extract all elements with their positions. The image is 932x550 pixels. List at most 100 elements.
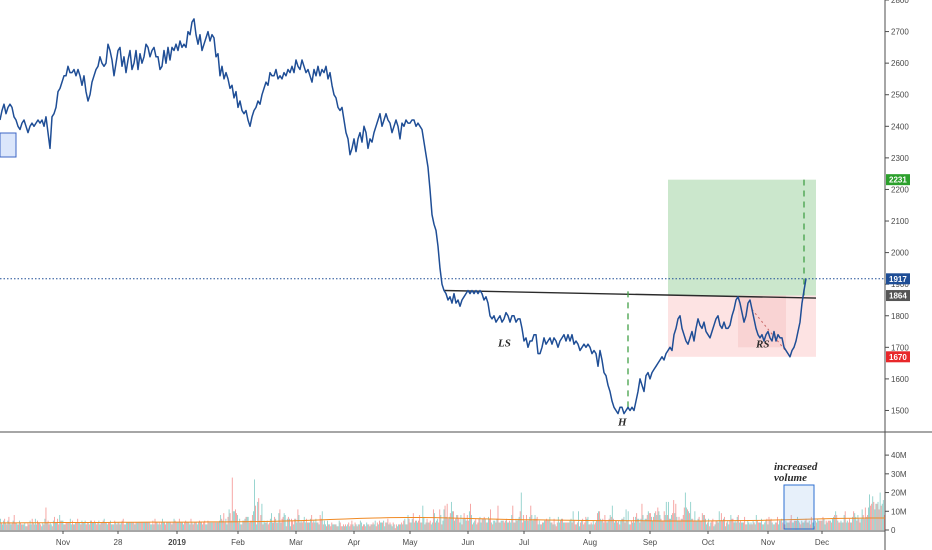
volume-bar xyxy=(303,516,305,530)
volume-bar xyxy=(674,513,676,530)
volume-bar xyxy=(456,515,458,530)
volume-bar xyxy=(678,516,680,530)
volume-bar xyxy=(661,520,663,530)
volume-bar xyxy=(419,515,421,530)
price-badge-label: 2231 xyxy=(889,176,907,185)
volume-bar xyxy=(292,520,294,530)
volume-bar xyxy=(792,522,794,530)
volume-bar xyxy=(193,522,195,530)
volume-bar xyxy=(44,518,46,530)
volume-bar xyxy=(275,518,277,530)
volume-bar xyxy=(33,524,35,530)
volume-bar xyxy=(683,507,685,530)
volume-bar xyxy=(120,522,122,530)
volume-bar xyxy=(272,522,273,530)
volume-bar xyxy=(134,524,136,530)
time-tick-label: May xyxy=(402,538,417,547)
volume-bar xyxy=(788,522,790,530)
volume-bar xyxy=(529,516,531,530)
volume-bar xyxy=(268,522,270,530)
volume-bar xyxy=(804,520,806,530)
volume-bar xyxy=(390,524,392,530)
volume-bar xyxy=(779,520,780,530)
volume-bar xyxy=(480,522,482,530)
volume-bar xyxy=(834,515,836,530)
volume-bar xyxy=(7,520,9,530)
volume-bar xyxy=(257,501,259,530)
volume-bar xyxy=(878,509,880,530)
volume-bar xyxy=(405,524,407,530)
volume-bar xyxy=(855,516,857,530)
volume-bar xyxy=(429,520,431,530)
volume-bar xyxy=(335,524,337,530)
volume-bar xyxy=(401,522,403,530)
volume-bar xyxy=(625,509,627,530)
volume-bar xyxy=(492,524,494,530)
volume-bar xyxy=(777,516,778,530)
volume-bar xyxy=(575,524,577,530)
volume-bar xyxy=(532,520,534,530)
volume-bar xyxy=(341,526,343,530)
volume-bar xyxy=(805,518,807,530)
volume-bar xyxy=(194,522,196,530)
volume-bar xyxy=(82,522,84,530)
volume-bar xyxy=(60,520,62,530)
volume-bar xyxy=(261,503,263,530)
volume-bar xyxy=(524,520,525,530)
volume-bar xyxy=(782,522,784,530)
volume-bar xyxy=(360,522,362,530)
volume-bar xyxy=(91,520,92,530)
volume-bar xyxy=(241,524,243,530)
volume-bar xyxy=(470,503,471,530)
price-badge-1864 xyxy=(886,290,910,302)
time-tick-label: Nov xyxy=(761,538,775,547)
volume-bar xyxy=(3,520,5,530)
volume-bar xyxy=(348,522,350,530)
volume-bar xyxy=(394,528,396,530)
volume-bar xyxy=(156,522,158,530)
volume-bar xyxy=(226,524,228,530)
volume-bar xyxy=(715,520,717,530)
volume-bar xyxy=(605,520,607,530)
volume-bar xyxy=(301,522,303,530)
volume-bar xyxy=(463,513,465,530)
volume-bar xyxy=(21,524,23,530)
volume-tick-label: 40M xyxy=(891,451,907,460)
volume-bar xyxy=(425,522,427,530)
time-tick-label: Feb xyxy=(231,538,245,547)
volume-bar xyxy=(476,524,478,530)
volume-bar xyxy=(291,518,292,530)
volume-bar xyxy=(324,524,326,530)
volume-bar xyxy=(452,511,453,530)
volume-bar xyxy=(624,522,626,530)
volume-bar xyxy=(798,520,800,530)
volume-bar xyxy=(496,518,498,530)
volume-bar xyxy=(876,503,878,530)
volume-bar xyxy=(256,524,258,530)
volume-bar xyxy=(237,515,238,530)
volume-bar xyxy=(594,522,596,530)
volume-bar xyxy=(806,522,808,530)
volume-bar xyxy=(838,522,840,530)
volume-bar xyxy=(474,520,476,530)
volume-bar xyxy=(266,520,268,530)
volume-bar xyxy=(493,520,495,530)
volume-bar xyxy=(539,524,541,530)
volume-bar xyxy=(68,522,70,530)
volume-bar xyxy=(784,524,786,530)
volume-bar xyxy=(490,509,491,530)
volume-bar xyxy=(129,522,131,530)
volume-bar xyxy=(127,522,128,530)
volume-bar xyxy=(670,518,671,530)
volume-bar xyxy=(191,522,193,530)
volume-bar xyxy=(484,518,486,530)
volume-bar xyxy=(367,524,369,530)
volume-bar xyxy=(253,511,254,530)
volume-bar xyxy=(121,520,123,530)
volume-bar xyxy=(62,520,64,530)
volume-bar xyxy=(403,520,405,530)
volume-bar xyxy=(336,526,338,530)
volume-bar xyxy=(517,518,519,530)
volume-bar xyxy=(799,522,801,530)
